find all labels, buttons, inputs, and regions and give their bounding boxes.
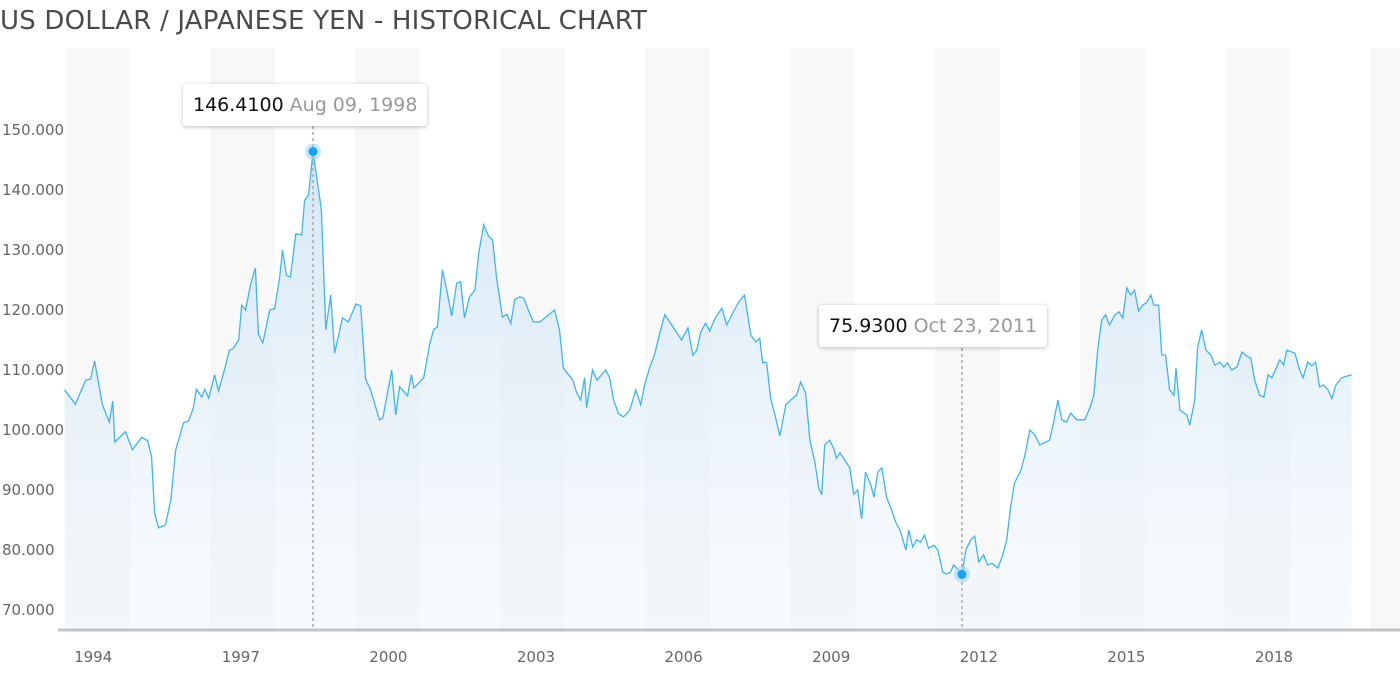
y-tick-label: 110.000	[2, 361, 64, 379]
x-tick-label: 2003	[517, 648, 555, 666]
y-tick-label: 90.000	[2, 481, 55, 499]
price-line	[63, 151, 1352, 577]
x-tick-label: 2000	[369, 648, 407, 666]
y-tick-label: 70.000	[2, 601, 55, 619]
x-tick-label: 2009	[812, 648, 850, 666]
grid-band	[1370, 48, 1400, 630]
min-tooltip: 75.9300 Oct 23, 2011	[819, 305, 1048, 347]
max-date: Aug 09, 1998	[289, 94, 418, 116]
min-date: Oct 23, 2011	[913, 315, 1038, 337]
min-point	[957, 569, 967, 579]
max-value: 146.4100	[193, 94, 284, 116]
x-tick-label: 2006	[664, 648, 702, 666]
x-tick-label: 1997	[222, 648, 260, 666]
price-area	[64, 151, 1352, 630]
x-tick-label: 2012	[960, 648, 998, 666]
x-tick-label: 2015	[1107, 648, 1145, 666]
y-tick-label: 140.000	[2, 181, 64, 199]
max-tooltip: 146.4100 Aug 09, 1998	[183, 84, 428, 126]
x-tick-label: 1994	[74, 648, 112, 666]
page-title: US DOLLAR / JAPANESE YEN - HISTORICAL CH…	[0, 6, 648, 36]
max-point	[308, 147, 318, 157]
y-tick-label: 120.000	[2, 301, 64, 319]
y-tick-label: 80.000	[2, 541, 55, 559]
y-tick-label: 150.000	[2, 121, 64, 139]
y-tick-label: 100.000	[2, 421, 64, 439]
min-value: 75.9300	[829, 315, 908, 337]
x-tick-label: 2018	[1255, 648, 1293, 666]
y-tick-label: 130.000	[2, 241, 64, 259]
